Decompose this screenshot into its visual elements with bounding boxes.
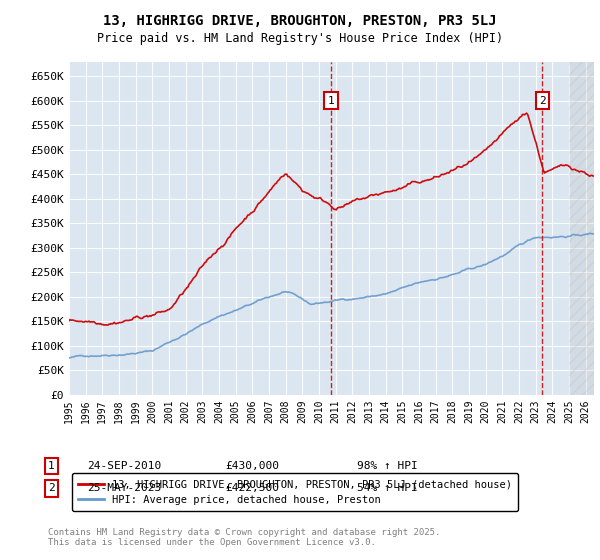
Bar (569, 62, 594, 395)
Text: 54% ↑ HPI: 54% ↑ HPI (357, 483, 418, 493)
Text: 13, HIGHRIGG DRIVE, BROUGHTON, PRESTON, PR3 5LJ: 13, HIGHRIGG DRIVE, BROUGHTON, PRESTON, … (103, 14, 497, 28)
Text: Contains HM Land Registry data © Crown copyright and database right 2025.
This d: Contains HM Land Registry data © Crown c… (48, 528, 440, 547)
Text: 2: 2 (48, 483, 55, 493)
Text: 98% ↑ HPI: 98% ↑ HPI (357, 461, 418, 471)
Text: 25-MAY-2023: 25-MAY-2023 (87, 483, 161, 493)
Text: 24-SEP-2010: 24-SEP-2010 (87, 461, 161, 471)
Text: Price paid vs. HM Land Registry's House Price Index (HPI): Price paid vs. HM Land Registry's House … (97, 32, 503, 45)
Text: £430,000: £430,000 (225, 461, 279, 471)
Text: 2: 2 (539, 96, 546, 106)
Text: 1: 1 (328, 96, 335, 106)
Text: £422,500: £422,500 (225, 483, 279, 493)
Text: 1: 1 (48, 461, 55, 471)
Legend: 13, HIGHRIGG DRIVE, BROUGHTON, PRESTON, PR3 5LJ (detached house), HPI: Average p: 13, HIGHRIGG DRIVE, BROUGHTON, PRESTON, … (71, 473, 518, 511)
